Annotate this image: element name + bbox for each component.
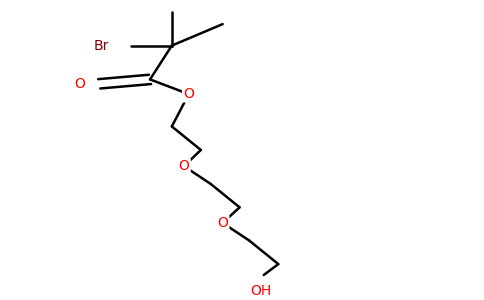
Text: O: O [183, 87, 194, 101]
Text: O: O [217, 216, 228, 230]
Text: O: O [74, 77, 85, 91]
Text: O: O [179, 159, 189, 173]
Text: Br: Br [93, 39, 109, 52]
Text: OH: OH [250, 284, 271, 298]
